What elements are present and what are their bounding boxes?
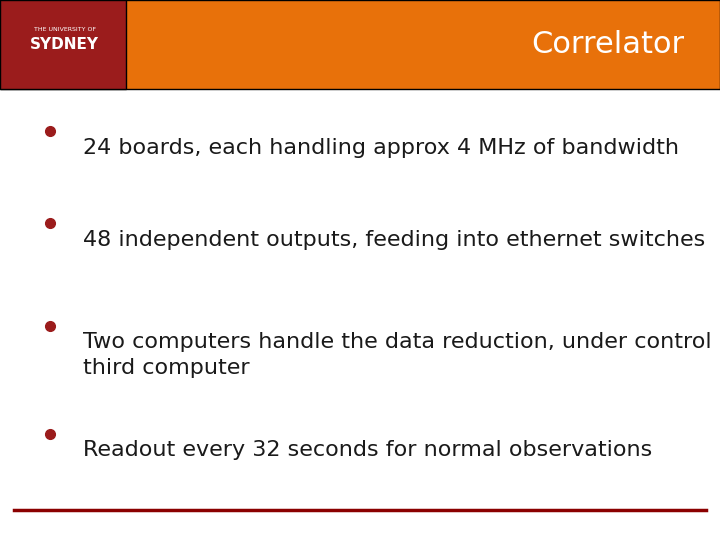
Text: 48 independent outputs, feeding into ethernet switches: 48 independent outputs, feeding into eth… bbox=[83, 230, 705, 249]
Text: THE UNIVERSITY OF: THE UNIVERSITY OF bbox=[34, 27, 96, 32]
Text: SYDNEY: SYDNEY bbox=[30, 37, 99, 52]
Text: Correlator: Correlator bbox=[531, 30, 684, 59]
Text: Readout every 32 seconds for normal observations: Readout every 32 seconds for normal obse… bbox=[83, 440, 652, 460]
FancyBboxPatch shape bbox=[0, 0, 720, 89]
Text: Two computers handle the data reduction, under control of a
third computer: Two computers handle the data reduction,… bbox=[83, 332, 720, 379]
Text: 24 boards, each handling approx 4 MHz of bandwidth: 24 boards, each handling approx 4 MHz of… bbox=[83, 138, 679, 158]
FancyBboxPatch shape bbox=[0, 0, 126, 89]
